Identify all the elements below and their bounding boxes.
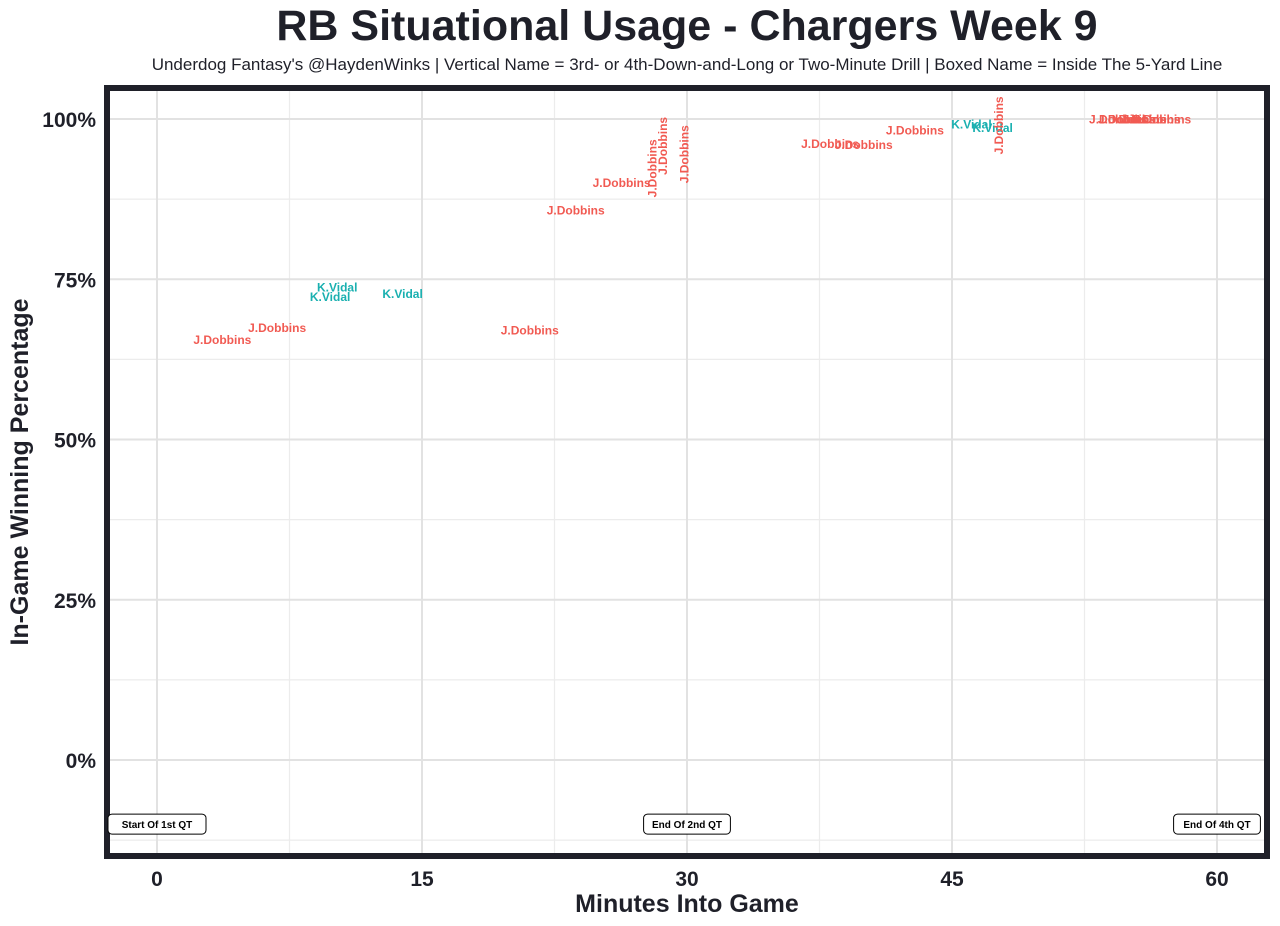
data-label-point: J.Dobbins xyxy=(886,123,944,137)
data-label-point: J.Dobbins xyxy=(1123,112,1181,126)
chart-subtitle: Underdog Fantasy's @HaydenWinks | Vertic… xyxy=(151,55,1223,74)
data-label-point: J.Dobbins xyxy=(646,139,660,197)
data-label-point: J.Dobbins xyxy=(1098,112,1156,126)
data-label-point: J.Dobbins xyxy=(501,323,559,337)
x-tick-label: 45 xyxy=(940,868,964,891)
y-tick-label: 75% xyxy=(54,269,96,292)
x-tick-label: 15 xyxy=(410,868,434,891)
x-axis-title: Minutes Into Game xyxy=(575,890,799,918)
data-label-point: J.Dobbins xyxy=(1089,112,1147,126)
quarter-annotations: Start Of 1st QT End Of 2nd QT End Of 4th Q… xyxy=(107,813,1261,835)
annotation-label: End Of 2nd QT xyxy=(652,820,722,831)
data-label-point: J.Dobbins xyxy=(193,333,251,347)
y-tick-label: 100% xyxy=(42,109,96,132)
plot-panel-border xyxy=(104,85,1270,859)
x-axis-ticks: 0 15 30 45 60 xyxy=(151,868,1229,891)
annotation-box xyxy=(107,813,207,835)
chart-title: RB Situational Usage - Chargers Week 9 xyxy=(276,2,1098,50)
annotation-box xyxy=(643,813,731,835)
data-label-point: J.Dobbins xyxy=(835,138,893,152)
x-tick-label: 60 xyxy=(1205,868,1228,891)
y-axis-title: In-Game Winning Percentage xyxy=(6,298,34,645)
data-label-point: J.Dobbins xyxy=(677,125,691,183)
data-label-point: J.Dobbins xyxy=(992,96,1006,154)
y-tick-label: 0% xyxy=(66,750,97,773)
data-label-point: K.Vidal xyxy=(310,290,350,304)
data-label-point: K.Vidal xyxy=(317,280,357,294)
x-tick-label: 0 xyxy=(151,868,163,891)
data-label-point: J.Dobbins xyxy=(801,137,859,151)
data-label-point: K.Vidal xyxy=(951,118,991,132)
x-tick-label: 30 xyxy=(675,868,698,891)
annotation-box xyxy=(1173,813,1261,835)
data-label-point: J.Dobbins xyxy=(656,117,670,175)
data-label-point: J.Dobbins xyxy=(248,321,306,335)
annotation-label: Start Of 1st QT xyxy=(122,820,193,831)
data-label-point: J.Dobbins xyxy=(1108,112,1166,126)
data-label-point: K.Vidal xyxy=(972,121,1012,135)
y-axis-ticks: 0% 25% 50% 75% 100% xyxy=(42,109,96,773)
data-label-point: J.Dobbins xyxy=(593,176,651,190)
y-tick-label: 50% xyxy=(54,430,96,453)
grid-lines xyxy=(110,91,1264,853)
data-label-point: J.Dobbins xyxy=(1133,112,1191,126)
annotation-label: End Of 4th QT xyxy=(1183,820,1250,831)
data-label-point: J.Dobbins xyxy=(547,203,605,217)
y-tick-label: 25% xyxy=(54,590,96,613)
data-label-point: K.Vidal xyxy=(382,287,422,301)
